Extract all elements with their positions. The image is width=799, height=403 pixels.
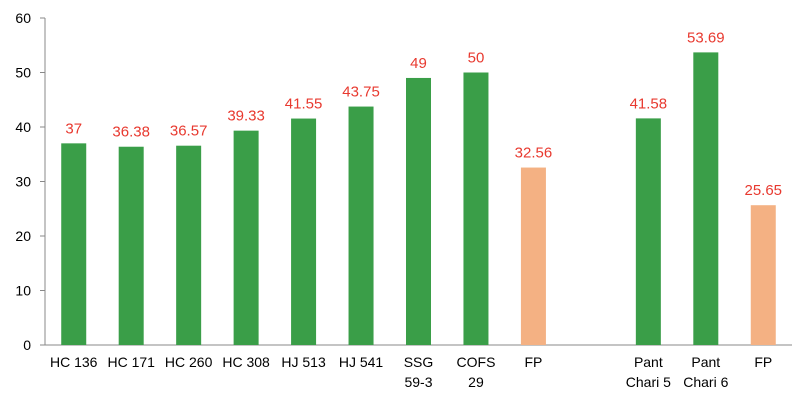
x-tick-label: COFS 29 [457, 354, 496, 390]
x-tick-label: HC 171 [107, 354, 155, 370]
bar [348, 106, 374, 345]
bar [635, 118, 661, 345]
value-label: 53.69 [687, 29, 725, 46]
x-tick-label: HC 308 [222, 354, 270, 370]
value-label: 43.75 [342, 84, 380, 101]
value-label: 41.58 [630, 95, 668, 112]
y-tick-label: 50 [15, 65, 31, 81]
y-tick-label: 10 [15, 283, 31, 299]
value-label: 36.38 [112, 124, 150, 141]
x-tick-label: HC 260 [165, 354, 213, 370]
x-tick-label: Pant Chari 6 [683, 354, 728, 390]
x-tick-label: FP [754, 354, 772, 370]
value-label: 39.33 [227, 108, 265, 125]
x-tick-label: HJ 541 [339, 354, 384, 370]
bar [118, 146, 144, 345]
x-tick-label: HJ 513 [281, 354, 326, 370]
y-tick-label: 60 [15, 10, 31, 26]
value-label: 32.56 [515, 145, 553, 162]
bar [693, 52, 719, 346]
x-tick-label: HC 136 [50, 354, 98, 370]
bar [463, 72, 489, 345]
value-label: 37 [65, 120, 82, 137]
bar [520, 167, 546, 345]
value-label: 25.65 [744, 182, 782, 199]
y-tick-label: 0 [23, 337, 31, 353]
bar [406, 77, 431, 345]
bar [233, 130, 259, 345]
value-label: 49 [410, 55, 427, 72]
bar [176, 145, 202, 345]
y-tick-label: 40 [15, 119, 31, 135]
y-tick-label: 30 [15, 174, 31, 190]
bar [291, 118, 317, 346]
x-tick-label: Pant Chari 5 [626, 354, 671, 390]
value-label: 50 [468, 50, 485, 67]
bar [61, 143, 87, 345]
value-label: 36.57 [170, 123, 208, 140]
value-label: 41.55 [285, 96, 323, 113]
x-tick-label: SSG 59-3 [404, 354, 434, 390]
x-tick-label: FP [524, 354, 542, 370]
y-tick-label: 20 [15, 228, 31, 244]
bar [750, 205, 776, 345]
